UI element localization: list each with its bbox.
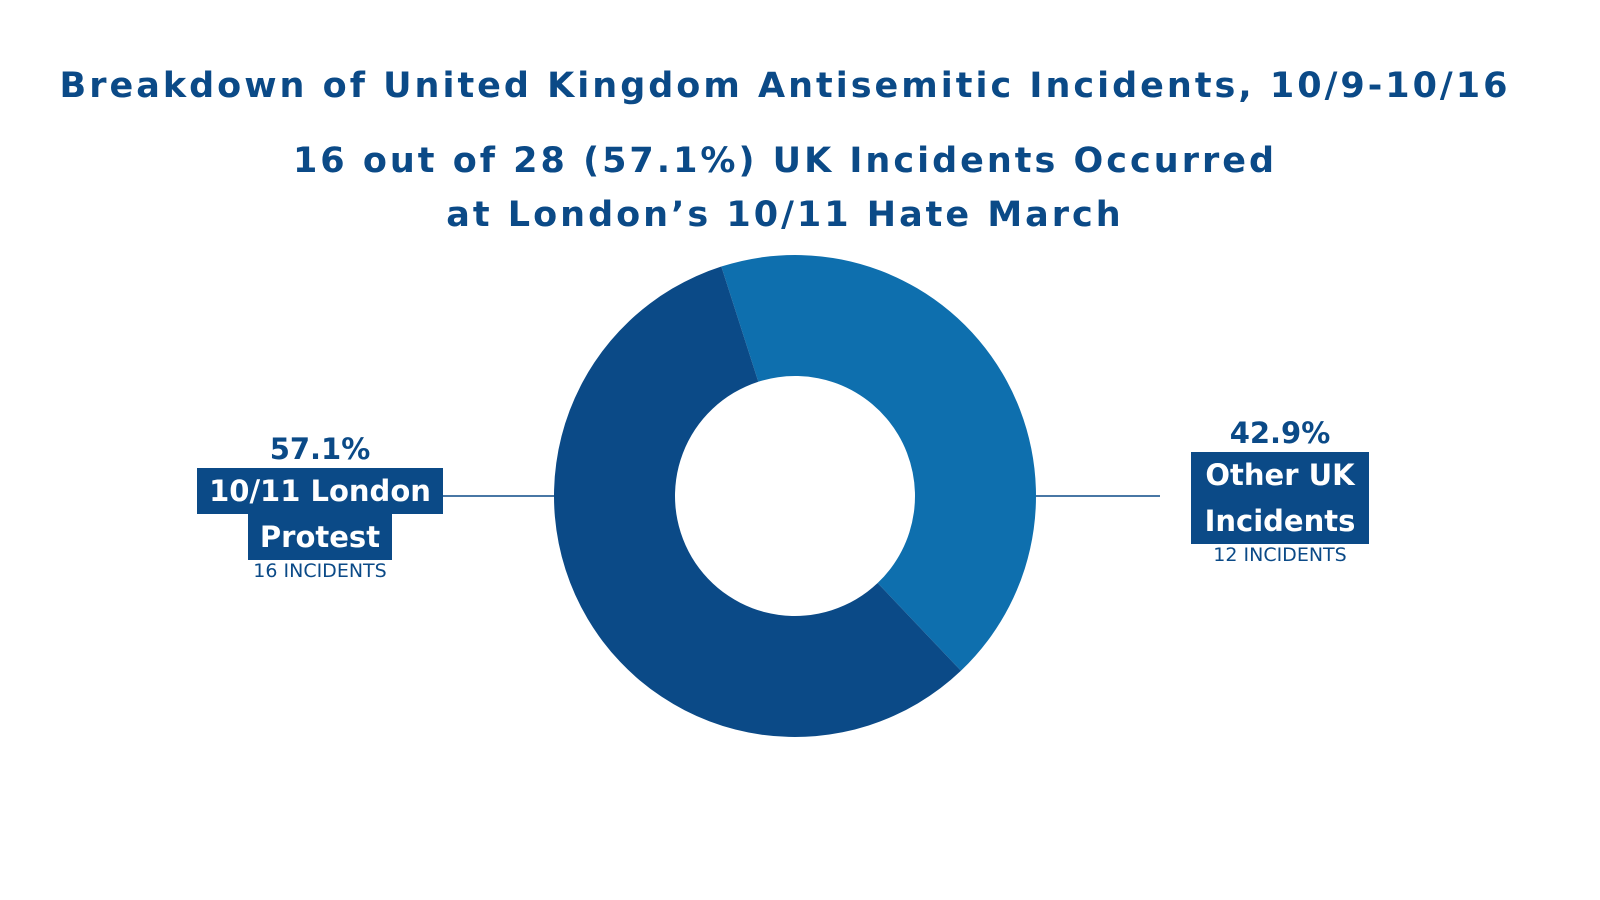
label-london-protest: 57.1% 10/11 London Protest 16 INCIDENTS bbox=[190, 432, 450, 582]
category-label: Protest bbox=[247, 514, 393, 560]
percent-label: 42.9% bbox=[1229, 416, 1331, 450]
count-label: 16 INCIDENTS bbox=[253, 560, 387, 582]
category-label: 10/11 London bbox=[197, 468, 443, 514]
chart-title: Breakdown of United Kingdom Antisemitic … bbox=[59, 66, 1511, 106]
donut-slice bbox=[554, 266, 961, 737]
percent-label: 57.1% bbox=[269, 432, 371, 466]
label-other-uk: 42.9% Other UK Incidents 12 INCIDENTS bbox=[1150, 416, 1410, 566]
count-label: 12 INCIDENTS bbox=[1213, 544, 1347, 566]
donut-slice bbox=[721, 254, 1037, 671]
chart-subtitle: 16 out of 28 (57.1%) UK Incidents Occurr… bbox=[292, 141, 1278, 235]
category-label: Other UK Incidents bbox=[1190, 452, 1370, 544]
